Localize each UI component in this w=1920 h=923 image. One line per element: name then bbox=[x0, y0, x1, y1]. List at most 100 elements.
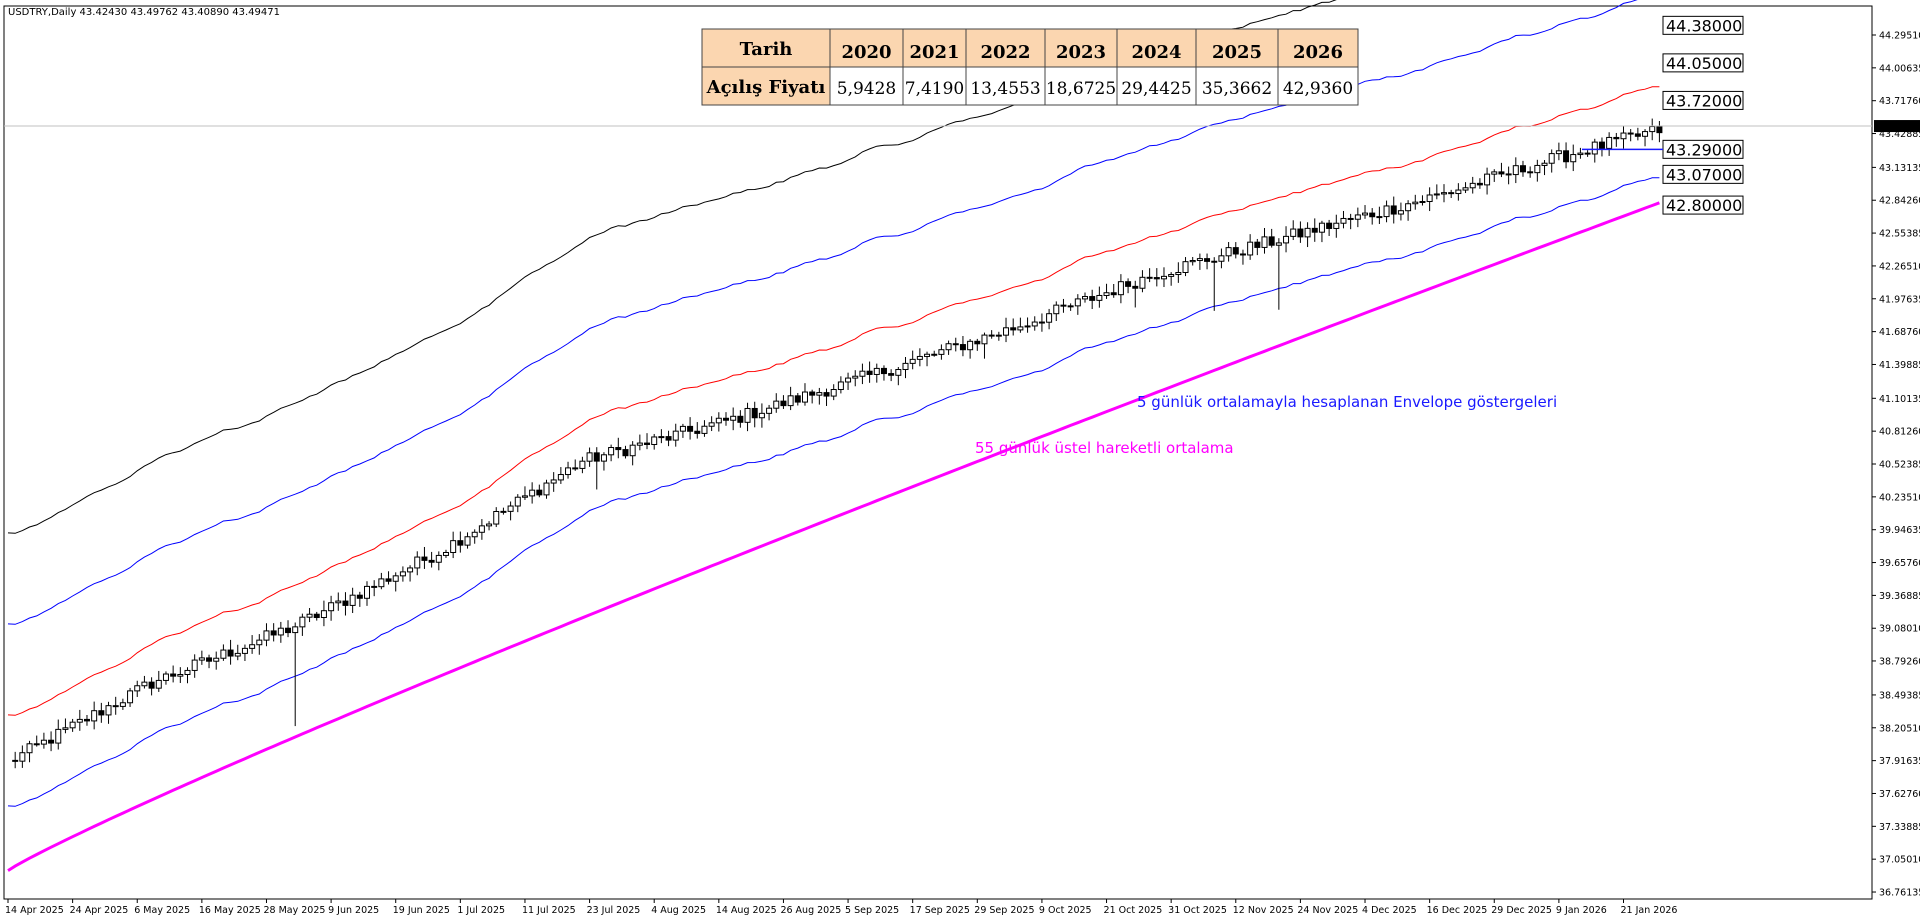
candle-body bbox=[1613, 136, 1620, 140]
candle-body bbox=[608, 447, 615, 456]
x-tick-label: 23 Jul 2025 bbox=[587, 905, 641, 916]
candle-body bbox=[198, 657, 205, 661]
level-label: 43.07000 bbox=[1666, 165, 1742, 184]
candle-body bbox=[1541, 162, 1548, 166]
candle-body bbox=[328, 602, 335, 612]
candle-body bbox=[19, 752, 26, 762]
candle-body bbox=[514, 496, 521, 507]
candle-body bbox=[1017, 326, 1024, 331]
candle-body bbox=[105, 705, 112, 716]
candle-body bbox=[1139, 276, 1146, 289]
candle-body bbox=[708, 422, 715, 427]
x-tick-label: 17 Sep 2025 bbox=[910, 905, 970, 916]
candle-body bbox=[1053, 304, 1060, 315]
candle-body bbox=[378, 578, 385, 588]
x-tick-label: 6 May 2025 bbox=[134, 905, 190, 916]
candle-body bbox=[141, 681, 148, 687]
candle-body bbox=[500, 510, 507, 513]
candle-body bbox=[1311, 227, 1318, 233]
candle-body bbox=[263, 630, 270, 641]
table-row-label: Açılış Fiyatı bbox=[706, 77, 826, 98]
envelope-upper-red bbox=[7, 0, 1638, 625]
candle-body bbox=[83, 718, 90, 722]
table-value: 42,9360 bbox=[1283, 79, 1353, 99]
candle-body bbox=[1484, 173, 1491, 186]
y-tick-label: 43.42885 bbox=[1879, 129, 1920, 140]
candle-body bbox=[292, 626, 299, 634]
ema-annotation: 55 günlük üstel hareketli ortalama bbox=[975, 439, 1234, 457]
y-tick-label: 39.08010 bbox=[1879, 624, 1920, 635]
y-tick-label: 38.79260 bbox=[1879, 656, 1920, 667]
candle-body bbox=[1204, 258, 1211, 262]
candle-body bbox=[1527, 171, 1534, 174]
candle-body bbox=[1383, 205, 1390, 218]
candle-body bbox=[995, 334, 1002, 337]
x-tick-label: 14 Apr 2025 bbox=[5, 905, 64, 916]
candle-body bbox=[1082, 296, 1088, 300]
candle-body bbox=[1261, 236, 1268, 248]
candle-body bbox=[1283, 235, 1290, 244]
candle-body bbox=[227, 649, 234, 657]
candle-body bbox=[751, 407, 758, 419]
y-tick-label: 39.65760 bbox=[1879, 558, 1920, 569]
table-value: 29,4425 bbox=[1121, 79, 1191, 99]
candle-body bbox=[148, 681, 155, 689]
candle-body bbox=[1584, 152, 1591, 155]
candle-body bbox=[493, 510, 500, 525]
table-year: 2026 bbox=[1293, 42, 1343, 63]
x-tick-label: 28 May 2025 bbox=[263, 905, 325, 916]
candle-body bbox=[1096, 294, 1103, 301]
candle-body bbox=[91, 710, 98, 722]
y-tick-label: 39.94635 bbox=[1879, 525, 1920, 536]
candle-body bbox=[1563, 150, 1570, 163]
candle-body bbox=[1362, 212, 1369, 216]
x-tick-label: 12 Nov 2025 bbox=[1233, 905, 1294, 916]
candle-body bbox=[730, 415, 737, 421]
candle-body bbox=[69, 721, 76, 729]
candle-body bbox=[873, 367, 880, 375]
candle-body bbox=[1125, 281, 1132, 287]
level-label: 43.29000 bbox=[1666, 140, 1742, 159]
candle-body bbox=[1304, 227, 1311, 238]
candle-body bbox=[615, 447, 622, 451]
candle-body bbox=[1591, 141, 1598, 155]
level-box bbox=[1662, 90, 1744, 110]
candle-body bbox=[1433, 193, 1440, 196]
candle-body bbox=[988, 334, 995, 337]
y-tick-label: 41.39885 bbox=[1879, 360, 1920, 371]
candle-body bbox=[658, 436, 665, 439]
candle-body bbox=[155, 679, 162, 689]
candle-body bbox=[787, 395, 794, 407]
x-tick-label: 9 Oct 2025 bbox=[1039, 905, 1092, 916]
candle-body bbox=[313, 613, 320, 619]
candle-body bbox=[270, 630, 277, 636]
y-tick-label: 40.81260 bbox=[1879, 427, 1920, 438]
candle-body bbox=[1634, 133, 1641, 137]
candle-body bbox=[1340, 217, 1347, 224]
candle-body bbox=[924, 353, 931, 357]
table-year: 2020 bbox=[841, 42, 891, 63]
y-tick-label: 42.84260 bbox=[1879, 196, 1920, 207]
candle-body bbox=[715, 417, 722, 424]
table-value: 7,4190 bbox=[905, 79, 964, 99]
y-tick-label: 42.26510 bbox=[1879, 261, 1920, 272]
candle-body bbox=[55, 728, 62, 744]
y-tick-label: 44.29510 bbox=[1879, 30, 1920, 41]
candle-body bbox=[1390, 205, 1397, 215]
candle-body bbox=[1505, 173, 1512, 176]
candle-body bbox=[285, 627, 292, 634]
x-tick-label: 9 Jun 2025 bbox=[328, 905, 379, 916]
candle-body bbox=[48, 739, 55, 744]
candle-body bbox=[98, 710, 105, 716]
x-tick-label: 31 Oct 2025 bbox=[1168, 905, 1227, 916]
level-box bbox=[1662, 195, 1744, 215]
candle-body bbox=[306, 613, 313, 618]
candle-body bbox=[959, 344, 966, 351]
candle-body bbox=[356, 594, 363, 599]
candle-body bbox=[241, 647, 248, 654]
candle-body bbox=[586, 452, 593, 462]
candle-body bbox=[737, 415, 744, 423]
envelope-lower-red bbox=[7, 86, 1660, 716]
